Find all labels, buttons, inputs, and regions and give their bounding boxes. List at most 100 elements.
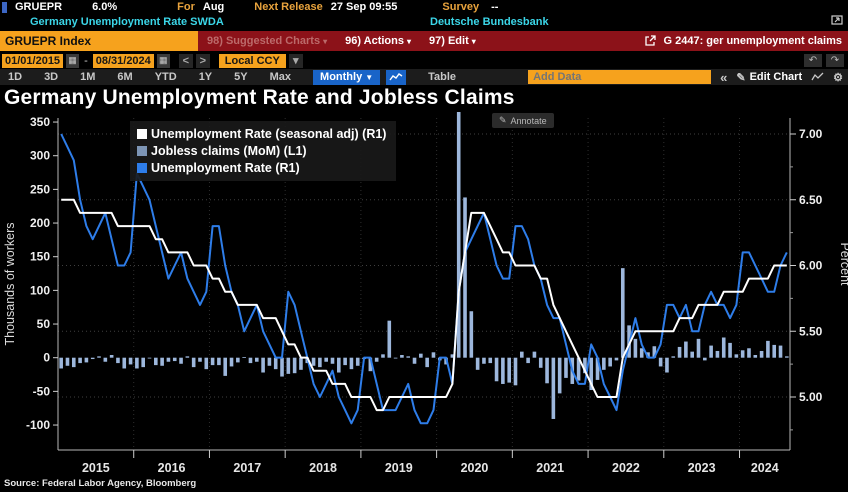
jobless-claims-bar[interactable] — [229, 357, 234, 367]
jobless-claims-bar[interactable] — [412, 357, 417, 364]
jobless-claims-bar[interactable] — [545, 357, 549, 384]
jobless-claims-bar[interactable] — [223, 357, 228, 376]
jobless-claims-bar[interactable] — [715, 350, 720, 358]
jobless-claims-bar[interactable] — [172, 357, 177, 362]
jobless-claims-bar[interactable] — [311, 357, 316, 366]
jobless-claims-bar[interactable] — [292, 357, 297, 374]
annotate-button[interactable]: ✎ Annotate — [492, 113, 554, 128]
line-series[interactable] — [61, 198, 787, 412]
jobless-claims-bar[interactable] — [557, 357, 562, 394]
jobless-claims-bar[interactable] — [141, 357, 145, 368]
jobless-claims-bar[interactable] — [690, 351, 694, 358]
jobless-claims-bar[interactable] — [191, 357, 196, 368]
jobless-claims-bar[interactable] — [248, 357, 253, 364]
jobless-claims-bar[interactable] — [728, 342, 732, 358]
jobless-claims-bar[interactable] — [254, 357, 259, 362]
jobless-claims-bar[interactable] — [160, 357, 164, 366]
jobless-claims-bar[interactable] — [501, 357, 505, 384]
jobless-claims-bar[interactable] — [400, 355, 404, 358]
jobless-claims-bar[interactable] — [551, 357, 556, 419]
jobless-claims-bar[interactable] — [166, 357, 171, 362]
period-button-1y[interactable]: 1Y — [198, 71, 213, 83]
jobless-claims-bar[interactable] — [639, 348, 644, 358]
jobless-claims-bar[interactable] — [242, 357, 246, 358]
jobless-claims-bar[interactable] — [475, 357, 480, 370]
legend-item[interactable]: Unemployment Rate (R1) — [137, 159, 386, 176]
jobless-claims-bar[interactable] — [330, 357, 335, 364]
jobless-claims-bar[interactable] — [261, 357, 265, 373]
jobless-claims-bar[interactable] — [318, 357, 322, 368]
jobless-claims-bar[interactable] — [210, 357, 215, 366]
jobless-claims-bar[interactable] — [778, 345, 783, 358]
jobless-claims-bar[interactable] — [576, 357, 581, 381]
jobless-claims-bar[interactable] — [633, 338, 638, 358]
jobless-claims-bar[interactable] — [78, 357, 82, 364]
jobless-claims-bar[interactable] — [425, 357, 429, 368]
jobless-claims-bar[interactable] — [109, 355, 114, 358]
jobless-claims-bar[interactable] — [507, 357, 511, 383]
jobless-claims-bar[interactable] — [564, 357, 568, 378]
legend-item[interactable]: Jobless claims (MoM) (L1) — [137, 142, 386, 159]
chart-settings-button[interactable] — [811, 72, 824, 82]
jobless-claims-bar[interactable] — [147, 357, 152, 359]
jobless-claims-bar[interactable] — [103, 357, 108, 362]
jobless-claims-bar[interactable] — [703, 357, 707, 361]
jobless-claims-bar[interactable] — [204, 357, 209, 370]
jobless-claims-bar[interactable] — [280, 357, 284, 377]
calendar-icon[interactable]: ▦ — [156, 53, 170, 68]
period-button-1m[interactable]: 1M — [80, 71, 96, 83]
jobless-claims-bar[interactable] — [406, 356, 411, 358]
jobless-claims-bar[interactable] — [97, 356, 101, 358]
undo-button[interactable]: ↶ — [804, 54, 822, 67]
jobless-claims-bar[interactable] — [154, 357, 158, 366]
jobless-claims-bar[interactable] — [785, 356, 789, 358]
jobless-claims-bar[interactable] — [236, 357, 240, 363]
chart-canvas[interactable]: 350 300 250 200 150 100 50 0 -50 -100 7.00 6.50 6.00… — [0, 112, 848, 478]
range-prev-button[interactable]: < — [178, 53, 193, 68]
add-data-input[interactable] — [528, 70, 712, 84]
jobless-claims-bar[interactable] — [59, 357, 63, 369]
jobless-claims-bar[interactable] — [179, 357, 183, 364]
jobless-claims-bar[interactable] — [374, 357, 379, 362]
jobless-claims-bar[interactable] — [419, 353, 423, 358]
gear-icon[interactable]: ⚙ — [833, 71, 843, 84]
jobless-claims-bar[interactable] — [538, 357, 543, 368]
actions-button[interactable]: 96) Actions ▾ — [345, 35, 412, 47]
jobless-claims-bar[interactable] — [494, 357, 499, 382]
currency-caret-button[interactable]: ▾ — [288, 53, 303, 68]
jobless-claims-bar[interactable] — [65, 357, 70, 366]
jobless-claims-bar[interactable] — [343, 357, 347, 366]
calendar-icon[interactable]: ▦ — [66, 53, 80, 68]
jobless-claims-bar[interactable] — [116, 357, 120, 364]
period-button-max[interactable]: Max — [269, 71, 292, 83]
collapse-toolbar-button[interactable]: « — [720, 69, 728, 85]
jobless-claims-bar[interactable] — [198, 357, 202, 362]
jobless-claims-bar[interactable] — [463, 197, 467, 358]
jobless-claims-bar[interactable] — [721, 337, 726, 358]
jobless-claims-bar[interactable] — [90, 357, 95, 360]
jobless-claims-bar[interactable] — [456, 112, 461, 358]
jobless-claims-bar[interactable] — [589, 357, 594, 391]
jobless-claims-bar[interactable] — [677, 346, 682, 358]
jobless-claims-bar[interactable] — [299, 357, 303, 370]
jobless-claims-bar[interactable] — [387, 320, 392, 358]
period-button-3d[interactable]: 3D — [44, 71, 59, 83]
jobless-claims-bar[interactable] — [337, 357, 341, 373]
jobless-claims-bar[interactable] — [620, 268, 625, 358]
period-button-ytd[interactable]: YTD — [154, 71, 177, 83]
jobless-claims-bar[interactable] — [71, 357, 76, 368]
jobless-claims-bar[interactable] — [273, 357, 278, 370]
jobless-claims-bar[interactable] — [520, 351, 524, 358]
jobless-claims-bar[interactable] — [393, 357, 398, 359]
jobless-claims-bar[interactable] — [185, 356, 190, 358]
jobless-claims-bar[interactable] — [450, 354, 455, 358]
jobless-claims-bar[interactable] — [696, 338, 701, 358]
jobless-claims-bar[interactable] — [602, 357, 606, 370]
jobless-claims-bar[interactable] — [431, 352, 436, 358]
jobless-claims-bar[interactable] — [772, 344, 777, 358]
security-input[interactable] — [0, 31, 198, 51]
jobless-claims-bar[interactable] — [658, 357, 663, 367]
date-to-field[interactable]: 08/31/2024 — [92, 53, 154, 68]
date-from-field[interactable]: 01/01/2015 — [2, 53, 64, 68]
suggested-charts-button[interactable]: 98) Suggested Charts ▾ — [207, 35, 328, 47]
